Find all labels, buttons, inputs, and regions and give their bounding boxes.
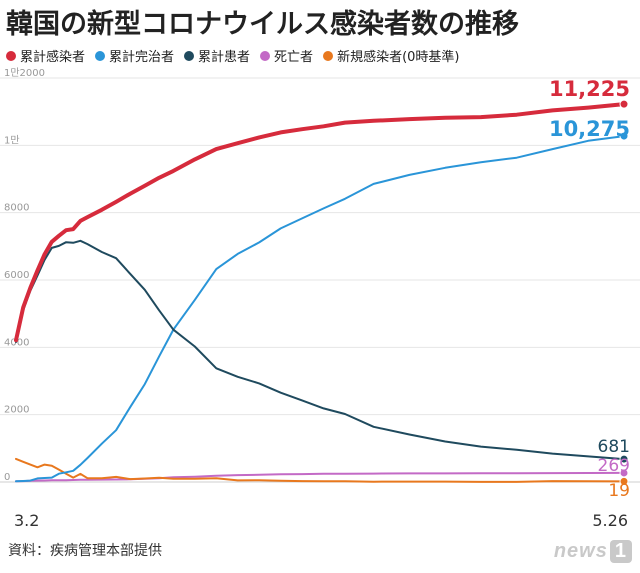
chart-title: 韓国の新型コロナウイルス感染者数の推移 (6, 9, 519, 40)
legend-dot-cumulative-patients (184, 50, 195, 61)
y-tick-labels: 0 2000 4000 6000 8000 1만 1만2000 (4, 67, 45, 483)
legend-dot-cumulative-recovered (95, 50, 106, 61)
legend-item-cumulative-patients: 累計患者 (184, 46, 250, 65)
series-line-new-cases (15, 457, 625, 483)
y-tick-label-4: 8000 (4, 203, 29, 214)
series-end-point-cumulative-cases (619, 99, 629, 109)
y-tick-label-6: 1만2000 (4, 67, 45, 79)
end-label-deaths: 269 (598, 456, 630, 476)
series-lines (14, 99, 629, 486)
legend-label-cumulative-cases: 累計感染者 (20, 50, 86, 65)
end-label-cumulative-recovered: 10,275 (549, 117, 630, 141)
end-label-cumulative-patients: 681 (598, 437, 630, 457)
x-tick-label-end: 5.26 (592, 511, 628, 530)
end-label-new-cases: 19 (608, 481, 630, 501)
legend-item-cumulative-cases: 累計感染者 (6, 46, 85, 65)
source-note: 資料：疾病管理本部提供 (8, 543, 162, 559)
series-end-point-cumulative-patients (619, 454, 629, 464)
end-label-cumulative-cases: 11,225 (549, 77, 630, 101)
series-line-cumulative-recovered (15, 135, 625, 483)
legend-item-new-cases: 新規感染者(0時基準) (323, 46, 459, 65)
y-tick-label-3: 6000 (4, 270, 29, 281)
legend-label-cumulative-patients: 累計患者 (198, 50, 251, 65)
legend-dot-new-cases (323, 50, 334, 61)
series-end-point-new-cases (619, 476, 629, 486)
legend-item-cumulative-recovered: 累計完治者 (95, 46, 174, 65)
x-tick-labels: 3.2 5.26 (14, 511, 628, 530)
y-tick-label-0: 0 (4, 472, 10, 483)
series-end-point-cumulative-recovered (619, 131, 629, 141)
y-tick-label-5: 1만 (4, 134, 20, 146)
x-tick-label-start: 3.2 (14, 511, 39, 530)
legend-dot-deaths (260, 50, 271, 61)
legend-dot-cumulative-cases (6, 50, 16, 61)
logo-number: 1 (609, 540, 632, 563)
legend-label-deaths: 死亡者 (274, 50, 314, 65)
legend-label-cumulative-recovered: 累計完治者 (109, 50, 175, 65)
news1-logo: news 1 (554, 540, 632, 563)
legend-label-new-cases: 新規感染者(0時基準) (337, 50, 460, 65)
legend: 累計感染者 累計完治者 累計患者 死亡者 新規感染者(0時基準) (6, 46, 459, 65)
series-line-deaths (15, 471, 625, 483)
y-tick-label-1: 2000 (4, 405, 29, 416)
series-line-cumulative-cases (14, 102, 626, 343)
logo-text: news (553, 540, 608, 562)
legend-item-deaths: 死亡者 (260, 46, 313, 65)
grid (0, 77, 640, 483)
series-line-cumulative-patients (15, 239, 625, 461)
y-tick-label-2: 4000 (4, 337, 29, 348)
